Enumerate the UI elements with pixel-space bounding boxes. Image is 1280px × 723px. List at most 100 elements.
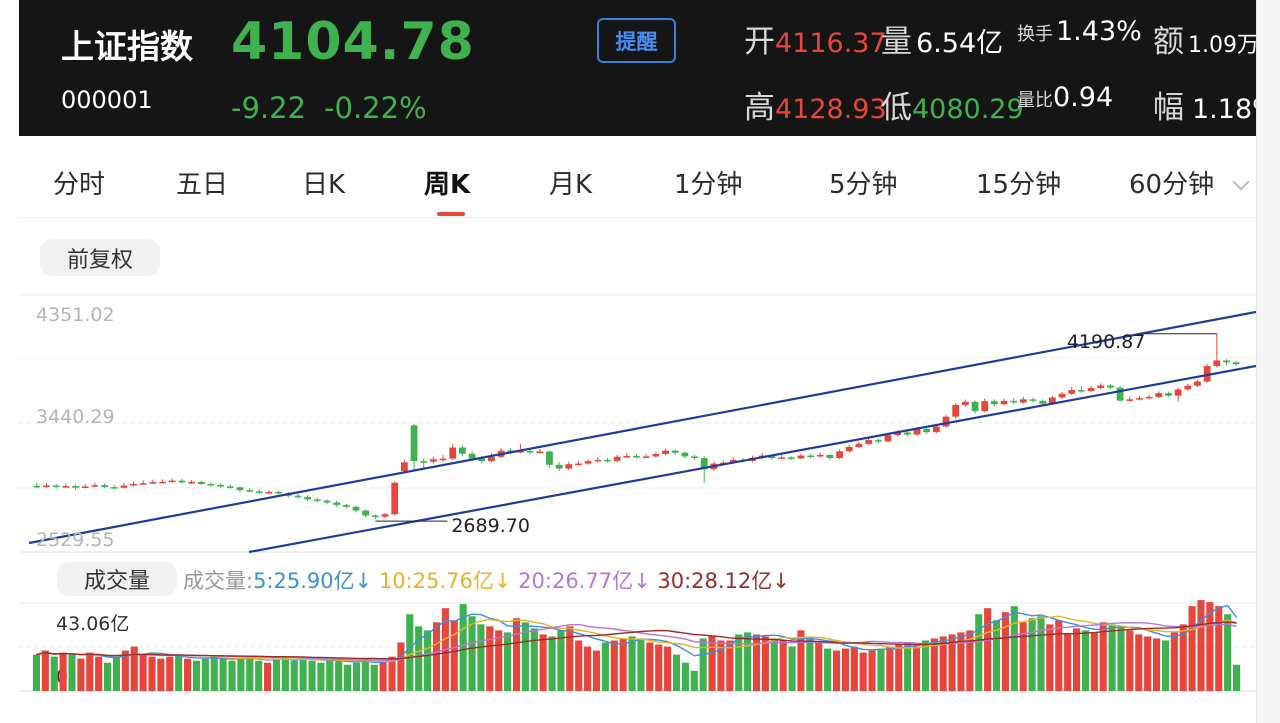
quote-header: 上证指数 4104.78 000001 -9.22 -0.22% 提醒 开4116… (19, 0, 1256, 136)
volume-bar (1090, 632, 1098, 691)
stock-detail-screen: 上证指数 4104.78 000001 -9.22 -0.22% 提醒 开4116… (19, 0, 1256, 723)
adjust-mode-button[interactable]: 前复权 (40, 239, 160, 276)
candle-up (894, 432, 902, 436)
tab-5-minute[interactable]: 5分钟 (829, 170, 898, 200)
volume-bar (272, 658, 281, 691)
volume-bar (495, 630, 503, 691)
volume-bar (1117, 626, 1125, 691)
volume-bar (619, 638, 627, 691)
candle-up (120, 485, 128, 488)
candle-down (101, 485, 108, 488)
candle-up (1194, 381, 1201, 386)
tab-monthly-k[interactable]: 月K (549, 170, 593, 200)
candle-up (391, 482, 399, 515)
tab-weekly-k[interactable]: 周K (424, 170, 471, 200)
volume-bar (1215, 606, 1223, 691)
candle-down (226, 486, 234, 488)
candle-up (1068, 390, 1076, 394)
volume-bar (139, 654, 147, 691)
tab-60-minute[interactable]: 60分钟 (1129, 170, 1215, 200)
volume-bar (237, 658, 245, 691)
volume-ratio-value: 0.94 (1053, 82, 1114, 113)
upper-trend-line (28, 310, 1256, 545)
volume-bar (699, 638, 707, 691)
candle-up (1184, 385, 1192, 390)
candle-up (381, 514, 389, 517)
volume-bar (255, 660, 263, 691)
change-percent: -0.22% (324, 91, 427, 125)
volume-bar (397, 642, 405, 691)
volume-bar (1001, 612, 1009, 691)
stat-volume-ratio: 量比0.94 (1017, 82, 1113, 113)
volume-ratio-label: 量比 (1017, 90, 1053, 111)
candle-up (884, 435, 892, 442)
amount-value: 1.09万 (1188, 33, 1256, 58)
candle-up (1155, 393, 1163, 397)
kline-chart[interactable]: 4351.02 3440.29 2529.55 4190.87 2689.70 43.06… (19, 0, 1256, 723)
candle-down (323, 500, 331, 503)
candle-up (449, 447, 457, 459)
candle-up (575, 463, 582, 466)
price-axis-label: 4351.02 (36, 304, 115, 326)
volume-bar (477, 624, 485, 691)
volume-bars (32, 600, 1241, 691)
candle-up (1049, 397, 1056, 404)
volume-bar (388, 656, 396, 691)
volume-bar (50, 656, 58, 691)
tab-daily-k[interactable]: 日K (302, 170, 346, 200)
volume-bar (370, 664, 378, 691)
volume-bar (575, 640, 583, 691)
candle-up (1174, 389, 1182, 396)
candle-up (952, 404, 960, 417)
volume-bar (41, 650, 49, 691)
remind-button[interactable]: 提醒 (597, 18, 676, 63)
volume-bar (210, 656, 218, 691)
candle-up (652, 453, 660, 457)
ma5-legend: 5:25.90亿↓ (253, 569, 373, 593)
tab-five-day[interactable]: 五日 (176, 170, 229, 200)
volume-bar (59, 652, 67, 691)
candle-up (594, 459, 602, 462)
volume-bar (824, 648, 832, 691)
volume-bar (672, 654, 681, 691)
volume-bar (966, 630, 974, 691)
volume-bar (157, 658, 165, 691)
stock-name: 上证指数 (61, 27, 193, 66)
tab-15-minute[interactable]: 15分钟 (976, 170, 1062, 200)
open-value: 4116.37 (775, 28, 887, 59)
volume-bar (86, 652, 94, 691)
volume-bar (32, 654, 41, 691)
volume-bar (361, 658, 369, 691)
candle-down (691, 456, 698, 459)
change-value: -9.22 (231, 91, 307, 125)
volume-bar (948, 634, 956, 691)
volume-bar (219, 658, 227, 691)
candle-down (246, 490, 254, 492)
candle-up (1058, 393, 1066, 398)
volume-indicator-button[interactable]: 成交量 (57, 562, 177, 596)
chart-labels: 4351.02 3440.29 2529.55 4190.87 2689.70 43.06… (36, 304, 1217, 688)
volume-bar (548, 636, 556, 691)
candle-up (139, 483, 147, 485)
frame-edge (1256, 0, 1280, 723)
volume-bar (166, 656, 174, 691)
candle-series (33, 333, 1240, 520)
candle-down (768, 455, 776, 459)
volume-bar (130, 646, 138, 691)
volume-value: 6.54亿 (916, 28, 1004, 59)
tab-intraday[interactable]: 分时 (53, 170, 106, 200)
high-label: 高 (744, 90, 775, 126)
volume-bar (539, 634, 547, 691)
candle-down (33, 485, 41, 488)
volume-bar (610, 640, 618, 691)
volume-bar (486, 626, 494, 691)
volume-bar (432, 622, 441, 691)
volume-bar (192, 660, 201, 691)
candle-down (826, 454, 834, 459)
volume-bar (992, 620, 1001, 691)
volume-bar (1028, 618, 1036, 691)
tab-1-minute[interactable]: 1分钟 (674, 170, 743, 200)
candle-down (352, 506, 360, 511)
volume-bar (1055, 620, 1063, 691)
candle-down (1116, 387, 1124, 401)
